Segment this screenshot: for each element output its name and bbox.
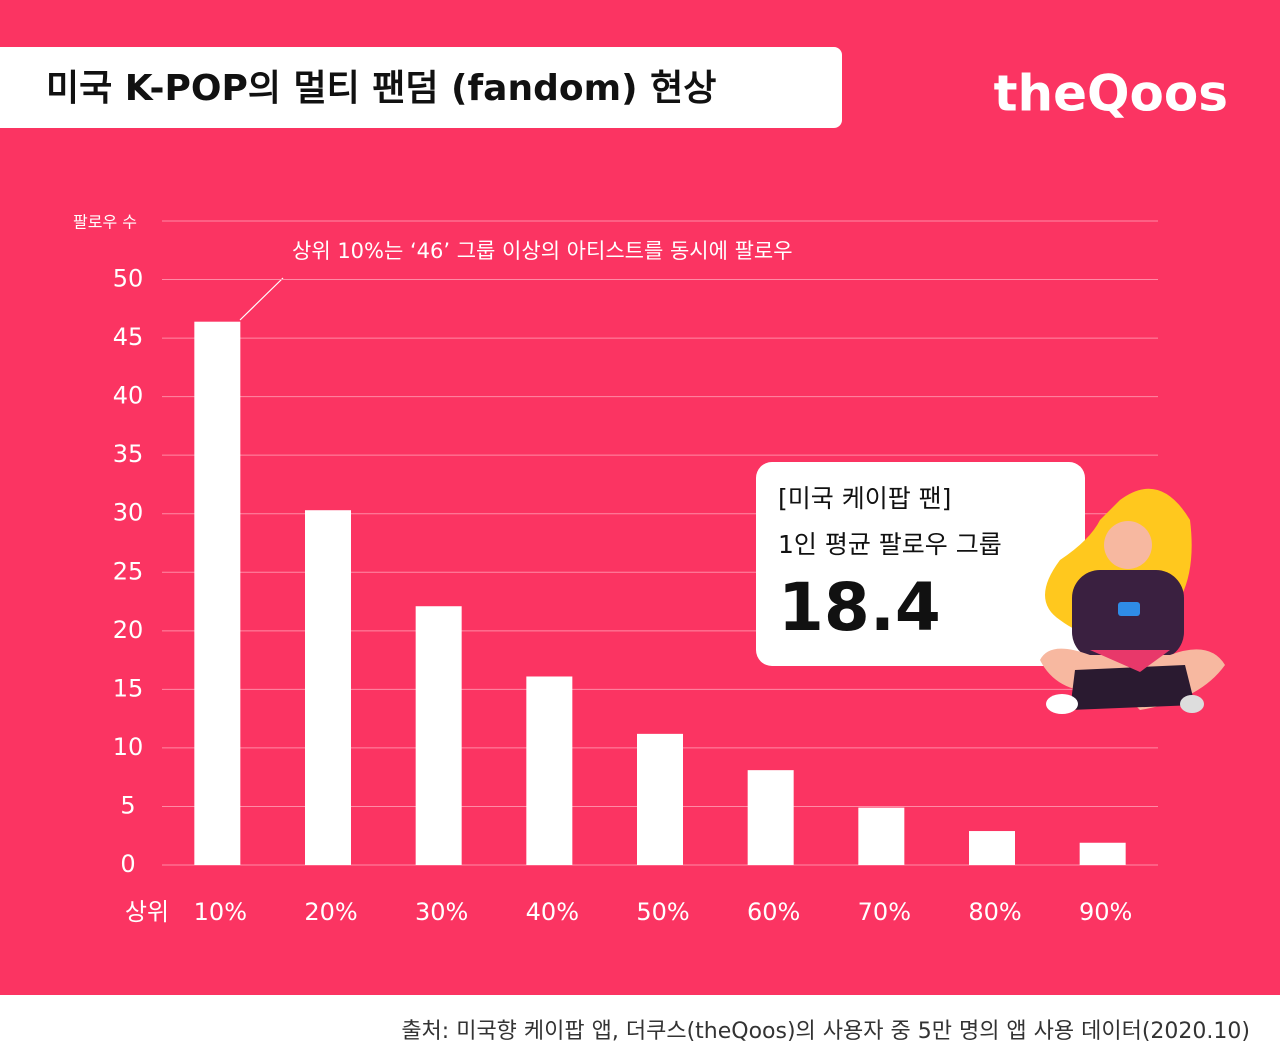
title-box — [0, 47, 842, 128]
bar — [526, 676, 573, 865]
y-tick-label: 30 — [113, 499, 144, 527]
bar — [305, 510, 351, 865]
y-tick-label: 35 — [113, 440, 144, 468]
x-tick-label: 60% — [747, 898, 800, 926]
y-tick-label: 20 — [113, 616, 144, 644]
x-tick-label: 50% — [636, 898, 689, 926]
source: 출처: 미국향 케이팝 앱, 더쿠스(theQoos)의 사용자 중 5만 명의… — [401, 1019, 1250, 1044]
y-tick-label: 50 — [113, 265, 144, 293]
x-tick-label: 40% — [526, 898, 579, 926]
x-tick-label: 90% — [1079, 898, 1132, 926]
bar — [747, 770, 794, 865]
y-axis-label: 팔로우 수 — [73, 213, 137, 232]
x-axis-label: 상위 — [125, 898, 169, 926]
title: 미국 K-POP의 멀티 팬덤 (fandom) 현상 — [46, 68, 716, 109]
illustration — [1040, 488, 1225, 714]
bar — [969, 831, 1015, 865]
y-tick-label: 40 — [113, 382, 144, 410]
callout-value: 18.4 — [778, 569, 941, 646]
plot: 0 5 10 15 20 25 30 35 40 45 50 10% 20% 30% 40% 50% 60% 70… — [113, 220, 1158, 926]
callout-heading: [미국 케이팝 팬] — [778, 484, 951, 513]
x-tick-label: 70% — [858, 898, 911, 926]
y-tick-label: 10 — [113, 733, 144, 761]
bar — [1079, 842, 1126, 865]
bar — [415, 606, 462, 865]
bar — [858, 807, 905, 865]
x-tick-label: 80% — [968, 898, 1021, 926]
y-tick-label: 15 — [113, 674, 144, 702]
callout: [미국 케이팝 팬] 1인 평균 팔로우 그룹 18.4 — [756, 462, 1085, 666]
y-tick-label: 5 — [120, 791, 135, 819]
y-tick-label: 25 — [113, 557, 144, 585]
annotation-leader — [239, 277, 284, 321]
footer-background — [0, 995, 1280, 1063]
callout-box — [756, 462, 1085, 666]
x-tick-label: 20% — [304, 898, 357, 926]
annotation: 상위 10%는 ‘46’ 그룹 이상의 아티스트를 동시에 팔로우 — [292, 239, 793, 263]
y-tick-label: 0 — [120, 850, 135, 878]
callout-subheading: 1인 평균 팔로우 그룹 — [778, 530, 1002, 559]
bar — [194, 321, 241, 865]
x-tick-label: 10% — [194, 898, 247, 926]
logo: theQoos — [994, 65, 1228, 123]
x-tick-label: 30% — [415, 898, 468, 926]
bar — [637, 733, 683, 865]
y-tick-label: 45 — [113, 323, 144, 351]
